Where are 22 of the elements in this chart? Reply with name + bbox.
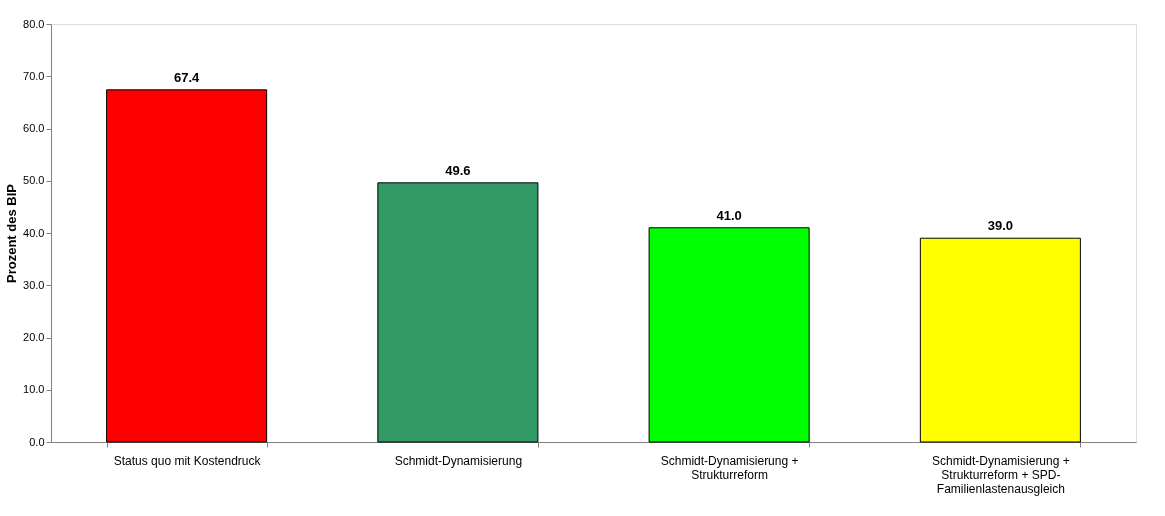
bar xyxy=(377,182,539,443)
data-label: 39.0 xyxy=(987,218,1014,234)
y-tick-label: 10.0 xyxy=(23,383,45,396)
data-label: 41.0 xyxy=(716,207,742,223)
x-tick-label: Schmidt-Dynamisierung + Strukturreform xyxy=(660,453,799,482)
bar xyxy=(106,89,268,443)
bar xyxy=(648,227,810,443)
x-tick-label: Status quo mit Kostendruck xyxy=(113,453,262,468)
y-tick-label: 0.0 xyxy=(29,435,45,448)
y-axis-title: Prozent des BIP xyxy=(4,183,20,283)
y-tick-label: 20.0 xyxy=(23,331,45,343)
data-label: 67.4 xyxy=(173,69,201,85)
bar xyxy=(919,237,1081,443)
y-tick-label: 80.0 xyxy=(23,17,45,30)
y-tick-label: 30.0 xyxy=(23,278,45,291)
x-tick-label: Schmidt-Dynamisierung xyxy=(394,453,523,468)
y-tick-label: 60.0 xyxy=(23,122,45,134)
y-tick-label: 50.0 xyxy=(23,174,45,187)
x-tick-label: Schmidt-Dynamisierung + Strukturreform + SPD- Familienlastenausgleich xyxy=(932,453,1070,496)
y-tick-label: 40.0 xyxy=(23,226,45,239)
y-tick-label: 70.0 xyxy=(23,69,45,82)
data-label: 49.6 xyxy=(445,162,471,178)
